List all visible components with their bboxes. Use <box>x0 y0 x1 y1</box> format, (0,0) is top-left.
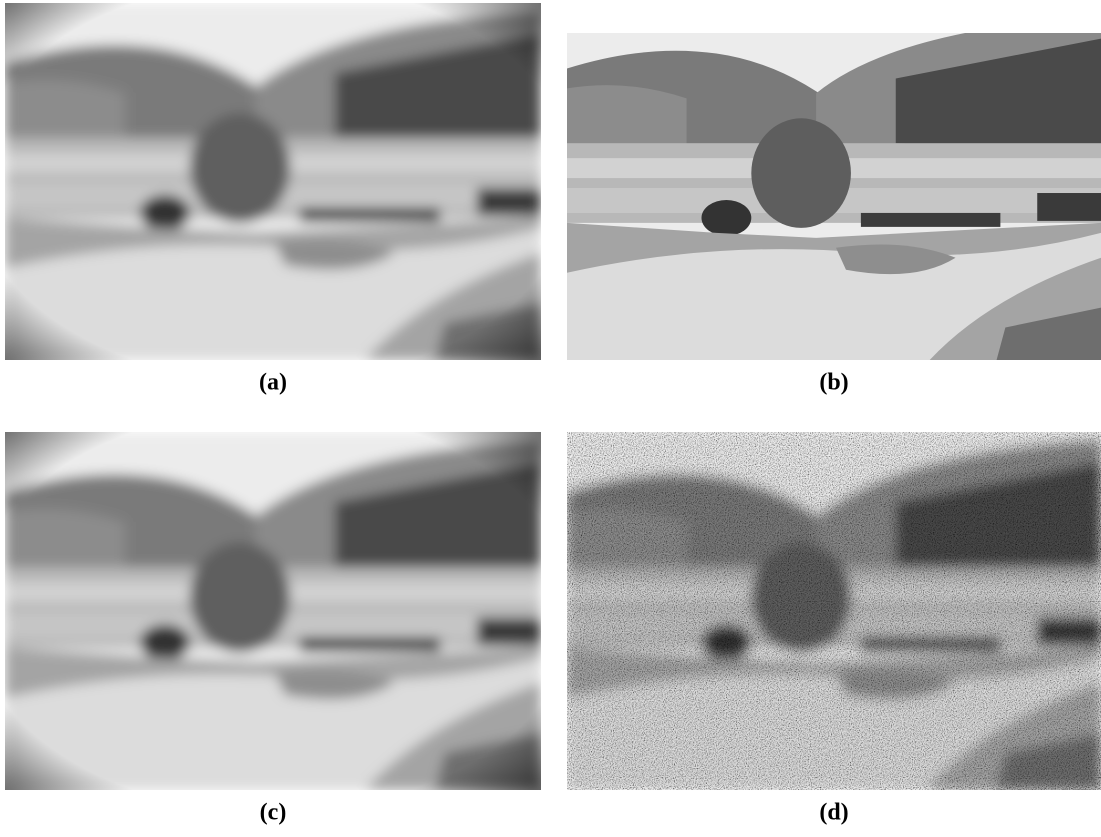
image-c <box>5 432 541 790</box>
caption: (b) <box>819 370 848 396</box>
caption: (d) <box>819 800 848 826</box>
figure: (a) (b) (c) (d) <box>0 0 1101 832</box>
image-b <box>567 9 1101 365</box>
image-a <box>5 3 541 360</box>
image-d <box>567 432 1101 790</box>
caption: (a) <box>259 370 287 396</box>
caption: (c) <box>260 800 287 826</box>
